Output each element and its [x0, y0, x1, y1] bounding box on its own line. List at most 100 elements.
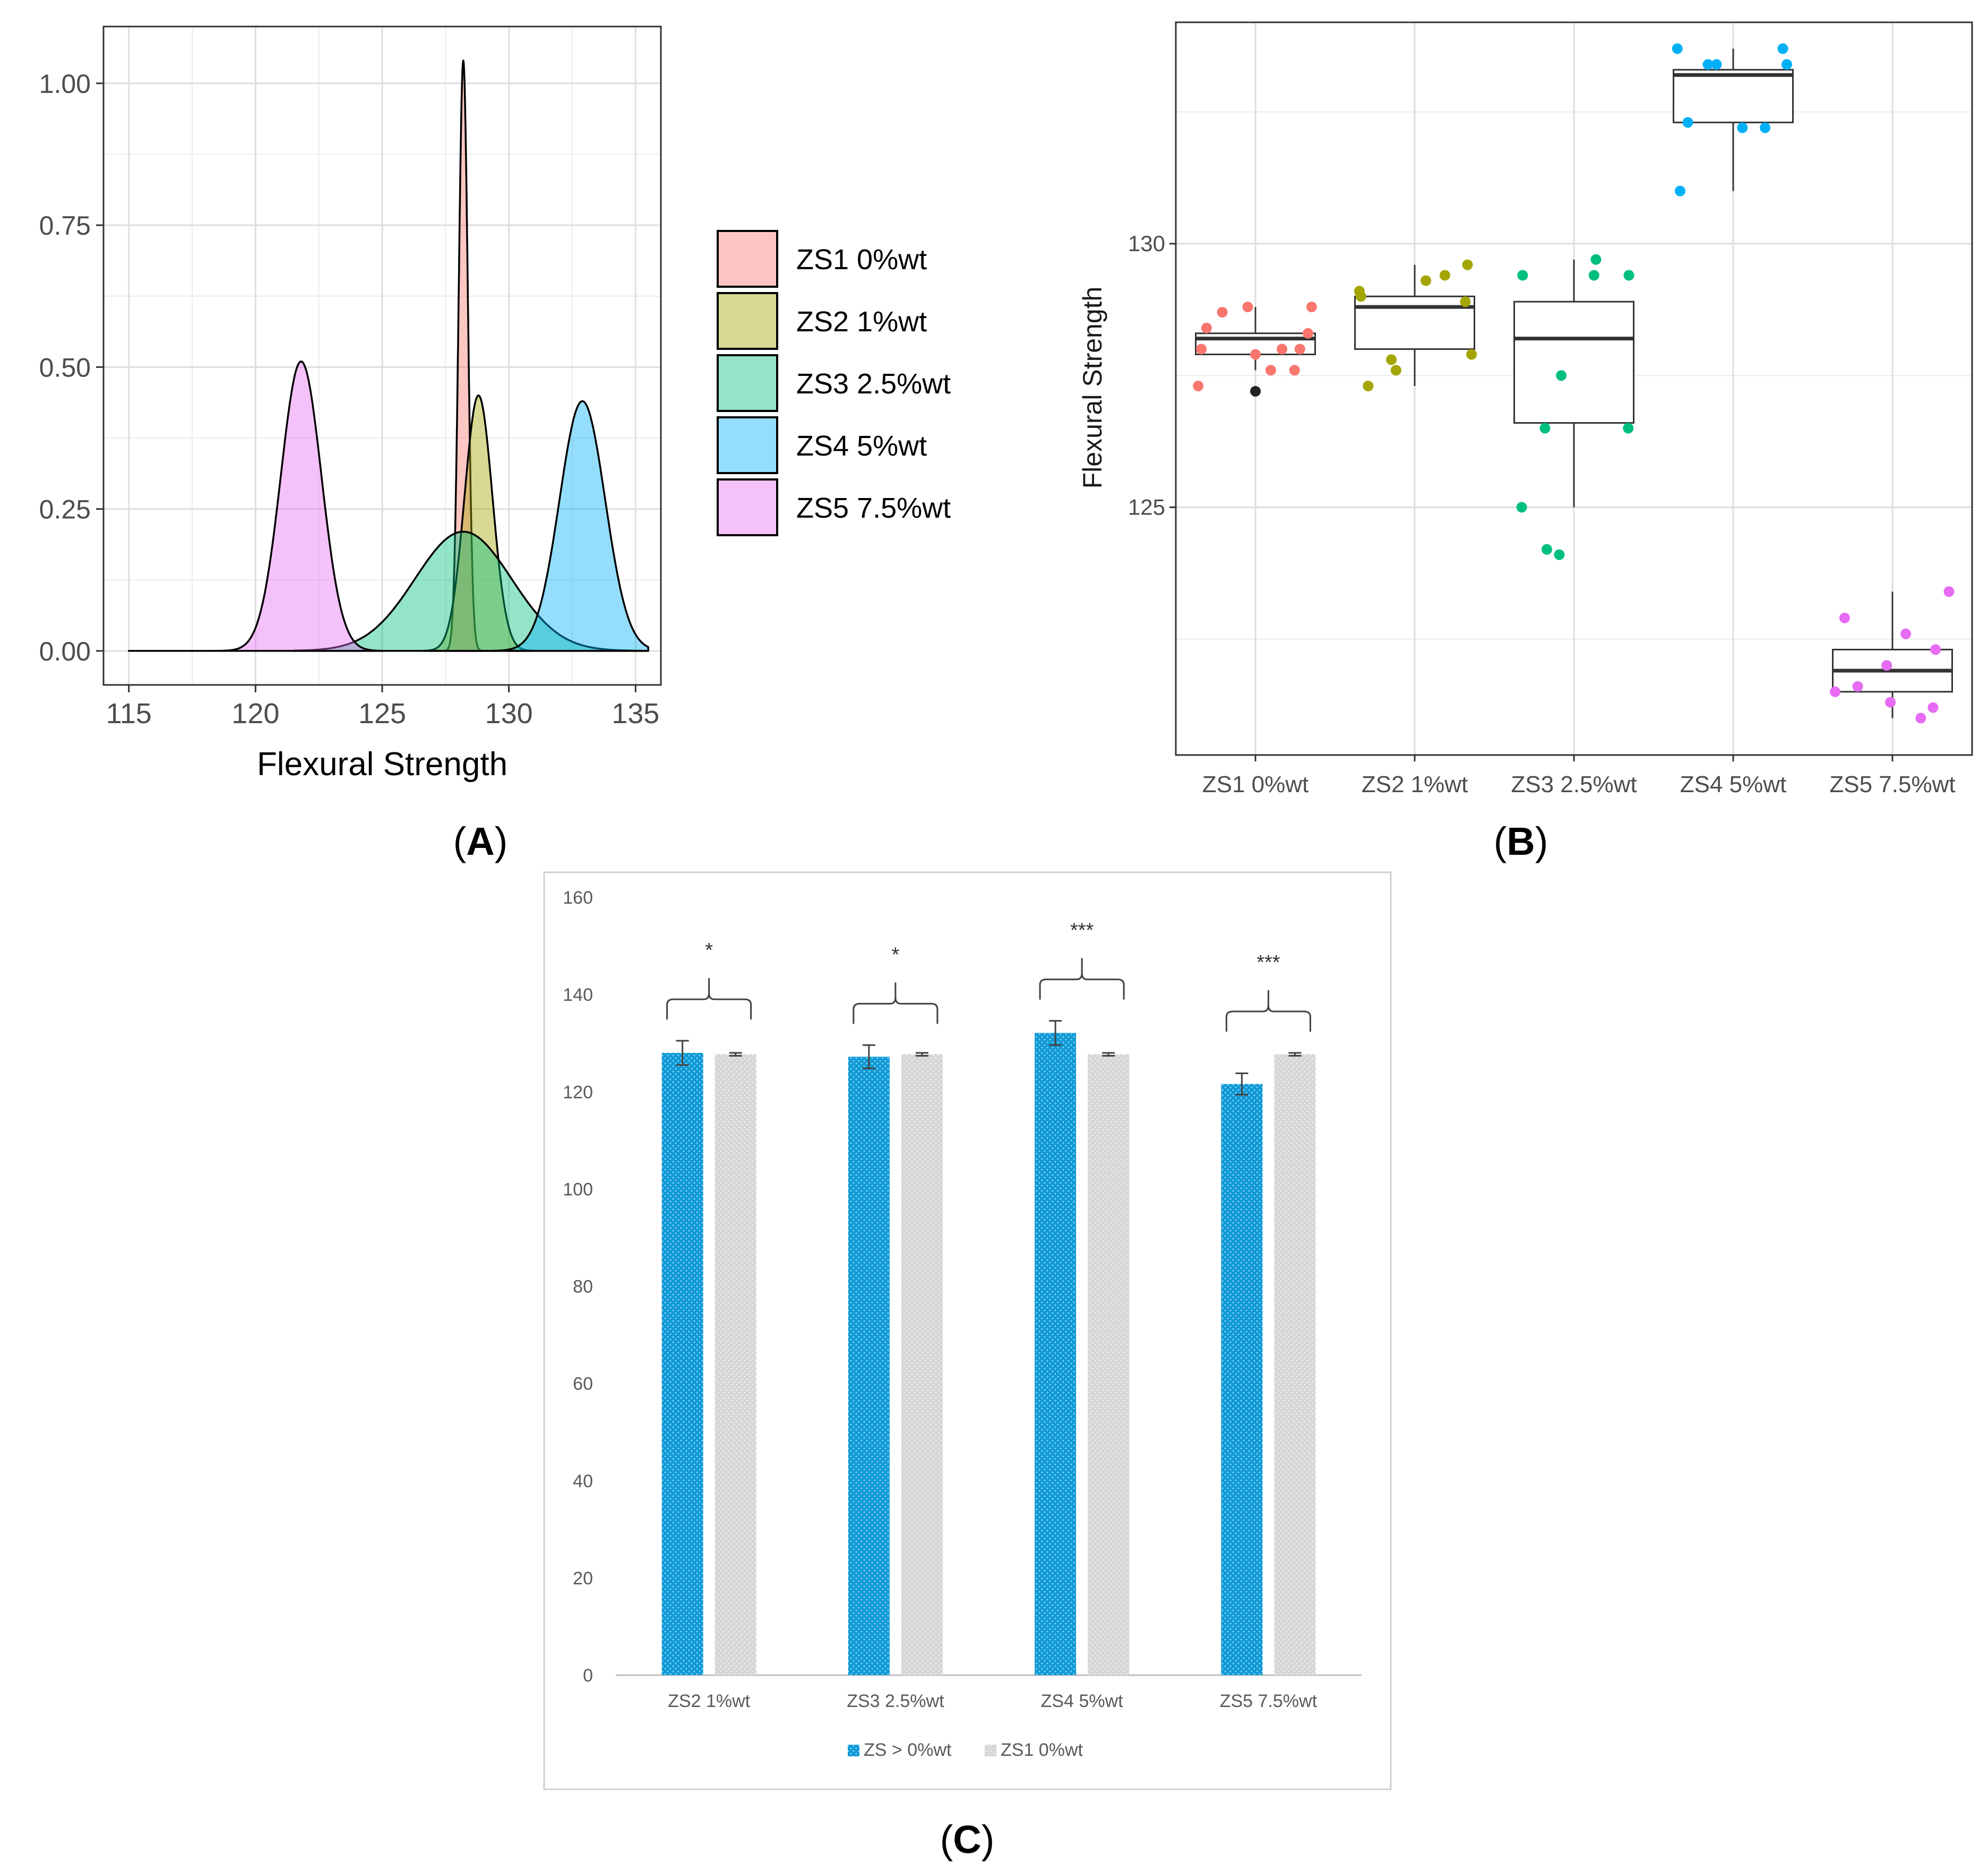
bar-zs1-0-wt-zs5-7-5-wt — [1274, 1054, 1316, 1675]
point-zs4-5-wt — [1777, 43, 1788, 54]
panel-c-axes: 0 20 40 60 80 100 120 140 160 ZS2 1%wt ZS3 2.5%wt Z… — [563, 888, 1362, 1711]
panel-a-y-tick-label: 1.00 — [39, 69, 91, 99]
point-zs4-5-wt — [1760, 122, 1771, 133]
panel-a-axes: 115 120 125 130 135 0.00 0.25 0.50 0.75 1.00 — [39, 69, 660, 730]
point-zs2-1-wt — [1363, 381, 1374, 391]
point-zs5-7-5-wt — [1915, 713, 1926, 724]
density-area-zs4-5-wt — [470, 400, 649, 652]
box-zs3-2-5-wt — [1513, 301, 1634, 424]
point-zs4-5-wt — [1702, 59, 1714, 70]
panel-a-letter: A — [466, 819, 494, 863]
legend-label-zs3-2-5-wt: ZS3 2.5%wt — [796, 368, 951, 400]
panel-a-x-axis-label: Flexural Strength — [257, 746, 507, 783]
point-zs1-0-wt — [1294, 344, 1305, 355]
panel-c-bars — [661, 1020, 1316, 1675]
panel-b-y-tick-label: 125 — [1128, 494, 1165, 519]
legend-label-zs1-0-wt: ZS1 0%wt — [796, 244, 927, 276]
point-zs1-0-wt — [1217, 307, 1228, 318]
panel-c-legend-label-zs1-0-wt: ZS1 0%wt — [1001, 1740, 1083, 1760]
bar-zs1-0-wt-zs2-1-wt — [715, 1054, 756, 1675]
density-area-zs3-2-5-wt — [292, 530, 649, 652]
point-zs5-7-5-wt — [1927, 702, 1939, 713]
density-area-zs5-7-5-wt — [127, 360, 383, 652]
point-zs1-0-wt — [1277, 344, 1287, 355]
point-zs3-2-5-wt — [1517, 270, 1528, 281]
panel-b-points — [1193, 43, 1955, 724]
panel-c-letter: C — [953, 1817, 981, 1862]
panel-b-x-tick-label: ZS1 0%wt — [1202, 771, 1309, 797]
legend-label-zs5-7-5-wt: ZS5 7.5%wt — [796, 492, 951, 524]
point-zs3-2-5-wt — [1539, 423, 1551, 434]
point-zs1-0-wt — [1196, 344, 1207, 355]
panel-c-y-tick-label: 0 — [583, 1666, 593, 1686]
point-zs4-5-wt — [1675, 185, 1685, 196]
panel-a-y-tick-label: 0.00 — [39, 637, 91, 666]
panel-c-y-tick-label: 20 — [573, 1568, 593, 1589]
panel-c-x-tick-label: ZS2 1%wt — [668, 1691, 750, 1711]
panel-b-x-tick-label: ZS2 1%wt — [1362, 771, 1468, 797]
point-zs5-7-5-wt — [1881, 660, 1892, 671]
panel-b-label: (B) — [1494, 819, 1548, 863]
significance-marker-zs3-2-5-wt: * — [891, 943, 899, 966]
legend-label-zs4-5-wt: ZS4 5%wt — [796, 430, 927, 462]
box-zs2-1-wt — [1354, 295, 1475, 350]
legend-key-zs3-2-5-wt — [717, 354, 778, 412]
panel-b-x-tick-label: ZS4 5%wt — [1680, 771, 1787, 797]
point-zs5-7-5-wt — [1930, 644, 1941, 655]
point-zs4-5-wt — [1672, 43, 1683, 54]
panel-b-letter: B — [1507, 819, 1535, 863]
panel-c-y-tick-label: 160 — [563, 888, 593, 908]
point-zs4-5-wt — [1781, 59, 1792, 70]
panel-a-grid — [104, 27, 661, 685]
panel-c-x-tick-label: ZS5 7.5%wt — [1220, 1691, 1318, 1711]
point-zs1-0-wt — [1201, 322, 1212, 333]
panel-a-legend: ZS1 0%wt ZS2 1%wt ZS3 2.5%wt ZS4 5%wt ZS5 7.… — [717, 230, 951, 536]
point-zs5-7-5-wt — [1885, 697, 1896, 708]
point-zs2-1-wt — [1460, 296, 1471, 307]
point-zs4-5-wt — [1711, 59, 1722, 70]
point-zs2-1-wt — [1390, 365, 1401, 376]
point-zs1-0-wt — [1265, 365, 1276, 376]
panel-c-y-tick-label: 40 — [573, 1471, 593, 1491]
bar-zs-0-wt-zs2-1-wt — [661, 1053, 703, 1675]
point-zs3-2-5-wt — [1623, 270, 1634, 281]
significance-bracket-zs5-7-5-wt — [1225, 990, 1311, 1032]
point-zs3-2-5-wt — [1516, 502, 1527, 513]
point-zs3-2-5-wt — [1541, 544, 1552, 555]
point-zs2-1-wt — [1386, 354, 1397, 365]
panel-c-y-tick-label: 100 — [563, 1179, 593, 1199]
point-zs5-7-5-wt — [1839, 612, 1850, 623]
point-zs2-1-wt — [1439, 270, 1450, 281]
panel-c-y-tick-label: 80 — [573, 1277, 593, 1297]
point-zs1-0-wt — [1193, 381, 1204, 391]
panel-a-x-tick-label: 115 — [106, 698, 152, 730]
panel-a: 115 120 125 130 135 0.00 0.25 0.50 0.75 1.00 Flex… — [39, 25, 951, 863]
legend-key-zs5-7-5-wt — [717, 478, 778, 536]
significance-marker-zs5-7-5-wt: *** — [1257, 951, 1280, 974]
panel-a-label: (A) — [453, 819, 508, 863]
bar-zs-0-wt-zs4-5-wt — [1035, 1033, 1077, 1675]
panel-a-y-tick-label: 0.25 — [39, 495, 91, 525]
point-zs3-2-5-wt — [1556, 370, 1567, 381]
panel-c-legend-label-zs-0-wt: ZS > 0%wt — [864, 1740, 952, 1760]
panel-b: 125 130 ZS1 0%wt ZS2 1%wt ZS3 2.5%wt ZS4 5%wt… — [1078, 21, 1973, 863]
point-zs2-1-wt — [1466, 349, 1477, 360]
point-zs5-7-5-wt — [1852, 681, 1863, 692]
panel-a-x-tick-label: 120 — [231, 698, 279, 730]
panel-c: 0 20 40 60 80 100 120 140 160 ZS2 1%wt ZS3 2.5%wt Z… — [543, 871, 1392, 1862]
point-zs5-7-5-wt — [1943, 586, 1955, 597]
bar-zs1-0-wt-zs4-5-wt — [1088, 1054, 1130, 1675]
panel-b-y-tick-label: 130 — [1128, 231, 1165, 256]
panel-c-x-tick-label: ZS4 5%wt — [1041, 1691, 1123, 1711]
point-zs1-0-wt — [1302, 328, 1313, 339]
significance-marker-zs4-5-wt: *** — [1070, 920, 1094, 942]
legend-key-zs4-5-wt — [717, 416, 778, 474]
panel-c-y-tick-label: 140 — [563, 985, 593, 1005]
significance-bracket-zs4-5-wt — [1039, 958, 1125, 1000]
point-zs2-1-wt — [1462, 259, 1473, 270]
panel-a-y-tick-label: 0.75 — [39, 211, 91, 241]
point-zs3-2-5-wt — [1554, 549, 1565, 560]
panel-a-y-tick-label: 0.50 — [39, 353, 91, 382]
panel-c-legend: ZS > 0%wt ZS1 0%wt — [848, 1740, 1083, 1760]
